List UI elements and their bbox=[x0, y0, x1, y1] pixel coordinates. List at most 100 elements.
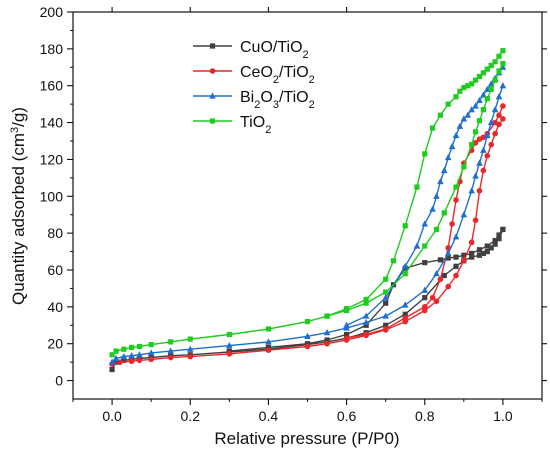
data-point bbox=[437, 257, 443, 263]
data-point bbox=[121, 357, 127, 363]
data-point bbox=[484, 243, 490, 249]
data-point bbox=[496, 68, 502, 74]
data-point bbox=[343, 321, 350, 328]
data-point bbox=[492, 241, 498, 247]
data-point bbox=[304, 319, 311, 325]
data-point bbox=[113, 359, 119, 365]
data-point bbox=[383, 322, 389, 328]
data-point bbox=[109, 366, 115, 373]
data-point bbox=[496, 232, 502, 238]
data-point bbox=[363, 296, 369, 303]
data-point bbox=[469, 81, 475, 87]
data-point bbox=[402, 271, 408, 277]
data-point bbox=[401, 301, 409, 308]
data-point bbox=[147, 349, 155, 356]
data-point bbox=[464, 111, 472, 118]
x-tick-label: 0.6 bbox=[337, 408, 357, 424]
x-axis: 0.0 0.2 0.4 0.6 0.8 1.0 bbox=[72, 7, 543, 424]
data-point bbox=[496, 53, 502, 59]
data-point bbox=[433, 298, 440, 305]
data-point bbox=[468, 106, 475, 113]
data-point bbox=[468, 239, 475, 246]
data-point bbox=[363, 331, 369, 338]
data-point bbox=[476, 118, 483, 124]
data-point bbox=[453, 272, 459, 279]
data-point bbox=[304, 343, 311, 350]
data-point bbox=[383, 300, 389, 306]
data-point bbox=[429, 205, 436, 212]
data-point bbox=[422, 151, 428, 157]
y-tick-label: 160 bbox=[40, 78, 64, 94]
legend-swatch-marker bbox=[209, 43, 216, 49]
data-point bbox=[452, 233, 460, 240]
data-point bbox=[488, 62, 494, 69]
data-point bbox=[461, 164, 467, 170]
data-point bbox=[304, 332, 311, 339]
data-point bbox=[496, 112, 502, 118]
data-point bbox=[343, 306, 350, 312]
data-point bbox=[500, 61, 506, 67]
data-point bbox=[480, 70, 486, 76]
legend-label: CuO/TiO2 bbox=[240, 39, 309, 61]
data-point bbox=[382, 294, 389, 301]
data-point bbox=[382, 312, 389, 319]
data-point bbox=[265, 338, 272, 345]
data-point bbox=[437, 177, 444, 185]
data-point bbox=[422, 260, 428, 266]
data-point bbox=[491, 106, 499, 113]
data-point bbox=[472, 172, 479, 179]
data-point bbox=[476, 252, 483, 258]
legend-label: TiO2 bbox=[240, 114, 271, 136]
data-point bbox=[324, 337, 330, 343]
data-point bbox=[461, 84, 467, 91]
data-point bbox=[492, 59, 498, 65]
data-point bbox=[476, 96, 483, 104]
data-point bbox=[187, 353, 194, 360]
y-tick-label: 180 bbox=[40, 41, 64, 57]
data-point bbox=[484, 152, 491, 159]
data-point bbox=[469, 250, 475, 257]
x-tick-label: 0.4 bbox=[259, 408, 279, 424]
data-point bbox=[468, 187, 475, 194]
series-3 bbox=[109, 48, 506, 358]
data-point bbox=[453, 263, 459, 269]
data-point bbox=[402, 311, 408, 317]
data-point bbox=[343, 335, 350, 341]
data-point bbox=[472, 217, 479, 224]
data-point bbox=[112, 354, 120, 362]
data-point bbox=[488, 245, 494, 251]
data-point bbox=[453, 94, 459, 100]
data-point bbox=[457, 88, 463, 94]
data-point bbox=[453, 254, 459, 260]
y-tick-label: 20 bbox=[47, 336, 63, 352]
data-point bbox=[128, 358, 135, 365]
data-point bbox=[429, 294, 436, 301]
data-point bbox=[265, 347, 272, 353]
data-point bbox=[483, 131, 491, 139]
data-point bbox=[469, 142, 475, 148]
data-point bbox=[402, 223, 408, 229]
data-point bbox=[422, 295, 428, 301]
data-point bbox=[382, 326, 389, 332]
y-tick-label: 80 bbox=[47, 225, 63, 241]
data-point bbox=[465, 83, 471, 89]
data-point bbox=[402, 315, 409, 321]
data-point bbox=[414, 184, 420, 190]
data-point bbox=[383, 289, 389, 295]
data-point bbox=[433, 192, 440, 199]
legend-label: CeO2/TiO2 bbox=[240, 64, 315, 86]
data-point bbox=[500, 226, 506, 233]
legend: CuO/TiO2 CeO2/TiO2 Bi2O3/TiO2 TiO2 bbox=[193, 39, 315, 136]
y-axis-title: Quantity adsorbed (cm3/g) bbox=[9, 107, 28, 305]
y-tick-label: 60 bbox=[47, 262, 63, 278]
series-line-desorption bbox=[326, 50, 504, 317]
data-point bbox=[324, 340, 330, 347]
series-1 bbox=[109, 103, 506, 367]
data-point bbox=[136, 357, 143, 364]
data-point bbox=[456, 122, 464, 129]
data-point bbox=[136, 351, 143, 358]
series-0 bbox=[109, 226, 506, 373]
y-tick-label: 0 bbox=[55, 373, 63, 389]
data-point bbox=[480, 107, 486, 113]
data-point bbox=[461, 257, 467, 264]
